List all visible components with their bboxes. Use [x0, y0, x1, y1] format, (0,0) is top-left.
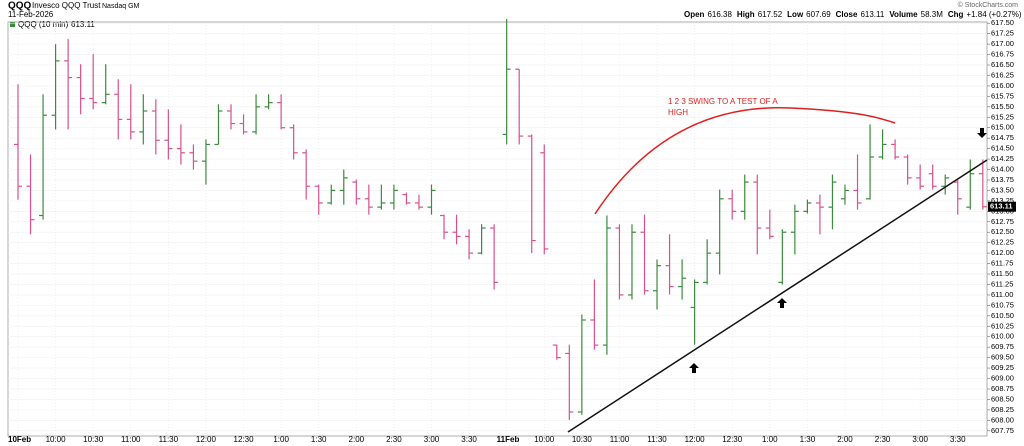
y-tick-label: 615.75 [991, 91, 1014, 100]
y-tick-label: 610.00 [991, 332, 1014, 341]
arrow-up [777, 298, 787, 308]
x-tick-label: 1:00 [762, 435, 778, 444]
x-tick-label: 1:30 [800, 435, 816, 444]
y-tick-label: 609.25 [991, 363, 1014, 372]
exchange: Nasdaq GM [102, 3, 140, 10]
x-tick-label: 12:30 [234, 435, 255, 444]
stat-value: 617.52 [758, 10, 783, 19]
y-tick-label: 615.00 [991, 123, 1014, 132]
last-price: 613.11 [990, 202, 1013, 211]
last-price-box [988, 201, 1016, 212]
x-tick-label: 11:00 [610, 435, 630, 444]
y-tick-label: 612.50 [991, 227, 1014, 236]
y-tick-label: 617.25 [991, 29, 1014, 38]
y-tick-label: 608.00 [991, 415, 1014, 424]
x-tick-label: 11Feb [497, 435, 520, 444]
y-tick-label: 616.25 [991, 70, 1014, 79]
x-tick-label: 1:30 [311, 435, 327, 444]
stat-label: Volume [889, 10, 918, 19]
stat-label: Low [787, 10, 804, 19]
y-tick-label: 607.75 [991, 426, 1014, 435]
y-tick-label: 616.50 [991, 60, 1014, 69]
stat-value: 613.11 [860, 10, 884, 19]
stat-value: 607.69 [806, 10, 831, 19]
legend-swatch [10, 22, 15, 27]
y-tick-label: 609.50 [991, 353, 1014, 362]
annotation: 1 2 3 SWING TO A TEST OF A HIGH [668, 97, 778, 117]
y-tick-label: 614.25 [991, 154, 1014, 163]
y-tick-label: 612.25 [991, 238, 1014, 247]
y-tick-label: 614.50 [991, 144, 1014, 153]
y-tick-label: 609.75 [991, 342, 1014, 351]
y-tick-label: 616.75 [991, 50, 1014, 59]
copyright: © StockCharts.com [958, 1, 1019, 9]
trend-line [567, 159, 988, 433]
x-tick-label: 11:00 [121, 435, 141, 444]
x-tick-label: 2:00 [349, 435, 365, 444]
stat-label: Chg [948, 10, 964, 19]
y-tick-label: 612.75 [991, 217, 1014, 226]
x-tick-label: 2:00 [837, 435, 853, 444]
x-tick-label: 3:30 [461, 435, 477, 444]
legend-label: QQQ (10 min) [18, 20, 69, 29]
y-tick-label: 613.25 [991, 196, 1014, 205]
y-tick-label: 615.50 [991, 102, 1014, 111]
y-tick-label: 612.00 [991, 248, 1014, 257]
y-tick-label: 611.25 [991, 279, 1013, 288]
y-tick-label: 611.75 [991, 259, 1013, 268]
plot-frame [7, 21, 988, 437]
y-tick-label: 609.00 [991, 374, 1014, 383]
y-tick-label: 610.50 [991, 311, 1014, 320]
y-tick-label: 608.25 [991, 405, 1014, 414]
x-tick-label: 12:00 [685, 435, 706, 444]
date: 11-Feb-2026 [8, 10, 54, 19]
y-tick-label: 615.25 [991, 112, 1014, 121]
y-tick-label: 608.75 [991, 384, 1014, 393]
x-tick-label: 12:30 [722, 435, 743, 444]
stat-value: 58.3M [921, 10, 944, 19]
symbol: QQQ [8, 1, 32, 12]
stat-label: Close [836, 10, 858, 19]
x-tick-label: 3:00 [424, 435, 440, 444]
y-tick-label: 617.50 [991, 18, 1014, 27]
x-tick-label: 1:00 [273, 435, 289, 444]
stat-value: +1.84 (+0.27%) [966, 10, 1021, 19]
x-tick-label: 10:00 [46, 435, 67, 444]
y-tick-label: 610.25 [991, 321, 1014, 330]
y-tick-label: 610.75 [991, 300, 1014, 309]
x-tick-label: 10:30 [83, 435, 104, 444]
stat-label: Open [684, 10, 705, 19]
stat-label: High [737, 10, 755, 19]
y-tick-label: 616.00 [991, 81, 1014, 90]
x-tick-label: 10:30 [572, 435, 593, 444]
stat-value: 616.38 [707, 10, 732, 19]
x-tick-label: 11:30 [159, 435, 179, 444]
y-tick-label: 611.50 [991, 269, 1013, 278]
legend-last: 613.11 [71, 20, 95, 29]
y-tick-label: 614.75 [991, 133, 1014, 142]
x-tick-label: 2:30 [875, 435, 891, 444]
x-tick-label: 10:00 [534, 435, 555, 444]
arrow-up [689, 363, 699, 373]
y-tick-label: 617.00 [991, 39, 1014, 48]
security-name: Invesco QQQ Trust [32, 1, 101, 10]
y-tick-label: 613.50 [991, 185, 1014, 194]
y-tick-label: 608.50 [991, 394, 1014, 403]
x-tick-label: 10Feb [8, 435, 31, 444]
y-tick-label: 614.00 [991, 165, 1014, 174]
y-tick-label: 613.75 [991, 175, 1014, 184]
arrow-down [977, 128, 987, 138]
swing-arc [594, 107, 896, 215]
x-tick-label: 3:30 [950, 435, 966, 444]
x-tick-label: 11:30 [647, 435, 667, 444]
y-tick-label: 611.00 [991, 290, 1013, 299]
x-tick-label: 2:30 [386, 435, 402, 444]
x-tick-label: 12:00 [196, 435, 217, 444]
x-tick-label: 3:00 [912, 435, 928, 444]
